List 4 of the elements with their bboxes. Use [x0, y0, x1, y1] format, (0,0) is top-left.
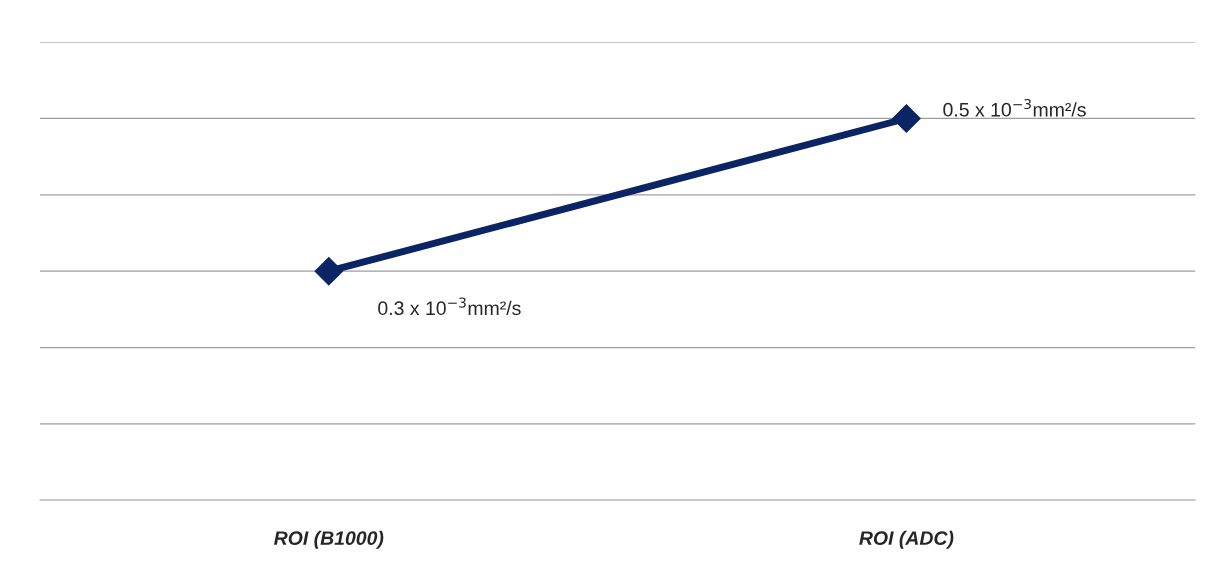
data-label: 0.3 x 10$^{−3}$mm²/s	[378, 297, 521, 316]
data-label: 0.5 x 10$^{−3}$mm²/s	[943, 98, 1086, 117]
x-tick-label: ROI (B1000)	[274, 530, 384, 549]
x-tick-label: ROI (ADC)	[859, 530, 954, 549]
